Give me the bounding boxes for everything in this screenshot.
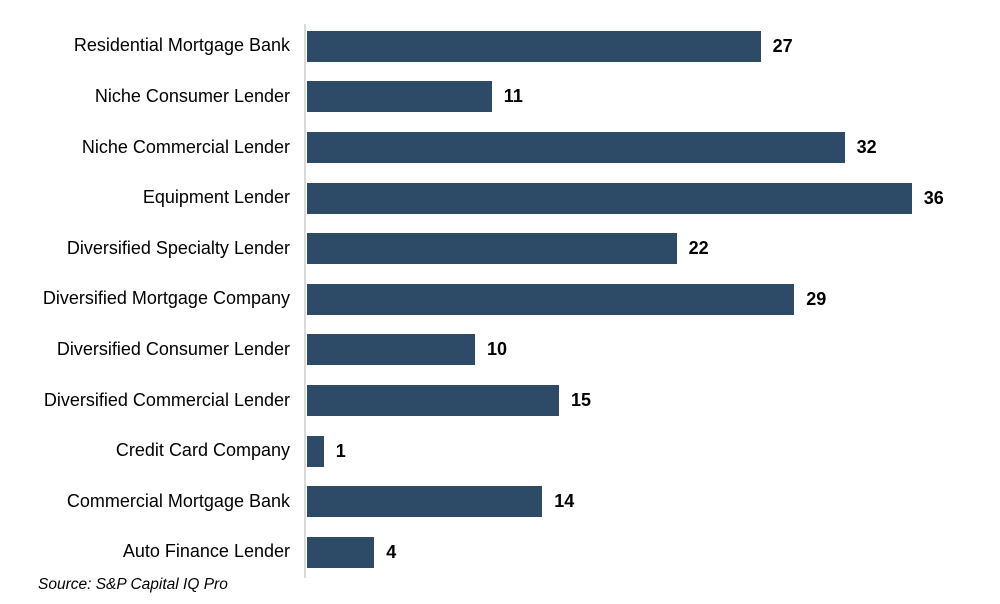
bar-row: Diversified Mortgage Company 29: [0, 274, 1000, 325]
bar-track: 15: [307, 375, 1000, 426]
value-label: 1: [335, 440, 346, 461]
bar-row: Commercial Mortgage Bank 14: [0, 476, 1000, 527]
bar-row: Credit Card Company 1: [0, 426, 1000, 477]
bar: [307, 334, 475, 366]
bar-row: Niche Consumer Lender 11: [0, 72, 1000, 123]
category-label: Diversified Mortgage Company: [42, 288, 290, 309]
value-label: 14: [554, 491, 575, 512]
bar: [307, 81, 492, 113]
value-label: 11: [503, 86, 523, 107]
category-label: Auto Finance Lender: [122, 541, 290, 562]
bar-row: Diversified Commercial Lender 15: [0, 375, 1000, 426]
y-axis-line: [304, 24, 306, 578]
bar-row: Residential Mortgage Bank 27: [0, 21, 1000, 72]
bar: [307, 182, 912, 214]
bar-row: Niche Commercial Lender 32: [0, 122, 1000, 173]
value-label: 22: [688, 238, 709, 259]
bar-row: Diversified Consumer Lender 10: [0, 325, 1000, 376]
bar-row: Diversified Specialty Lender 22: [0, 223, 1000, 274]
bar-rows-container: Residential Mortgage Bank 27 Niche Consume…: [0, 21, 1000, 578]
bar-track: 36: [307, 173, 1000, 224]
bar-row: Equipment Lender 36: [0, 173, 1000, 224]
category-label: Equipment Lender: [142, 187, 290, 208]
category-label: Credit Card Company: [115, 440, 290, 461]
bar-track: 22: [307, 223, 1000, 274]
category-label: Niche Consumer Lender: [94, 85, 290, 106]
bar: [307, 30, 761, 62]
category-label: Diversified Commercial Lender: [43, 389, 290, 410]
bar: [307, 283, 795, 315]
bar: [307, 435, 324, 467]
bar-track: 11: [307, 72, 1000, 123]
category-label: Diversified Specialty Lender: [66, 237, 290, 258]
value-label: 29: [806, 288, 827, 309]
bar: [307, 131, 845, 163]
bar-track: 4: [307, 527, 1000, 578]
bar: [307, 233, 677, 265]
bar-track: 29: [307, 274, 1000, 325]
value-label: 36: [923, 187, 944, 208]
bar-track: 14: [307, 476, 1000, 527]
category-label: Niche Commercial Lender: [81, 136, 290, 157]
value-label: 27: [772, 35, 793, 56]
value-label: 10: [487, 339, 508, 360]
value-label: 32: [856, 136, 877, 157]
bar-track: 32: [307, 122, 1000, 173]
bar: [307, 486, 543, 518]
value-label: 4: [386, 541, 397, 562]
bar-row: Auto Finance Lender 4: [0, 527, 1000, 578]
bar-track: 10: [307, 325, 1000, 376]
bar: [307, 384, 559, 416]
bar-track: 1: [307, 426, 1000, 477]
bar: [307, 536, 375, 568]
source-note: Source: S&P Capital IQ Pro: [38, 576, 228, 593]
category-label: Diversified Consumer Lender: [56, 338, 290, 359]
category-label: Residential Mortgage Bank: [73, 35, 290, 56]
category-label: Commercial Mortgage Bank: [66, 490, 290, 511]
value-label: 15: [571, 389, 592, 410]
bar-track: 27: [307, 21, 1000, 72]
